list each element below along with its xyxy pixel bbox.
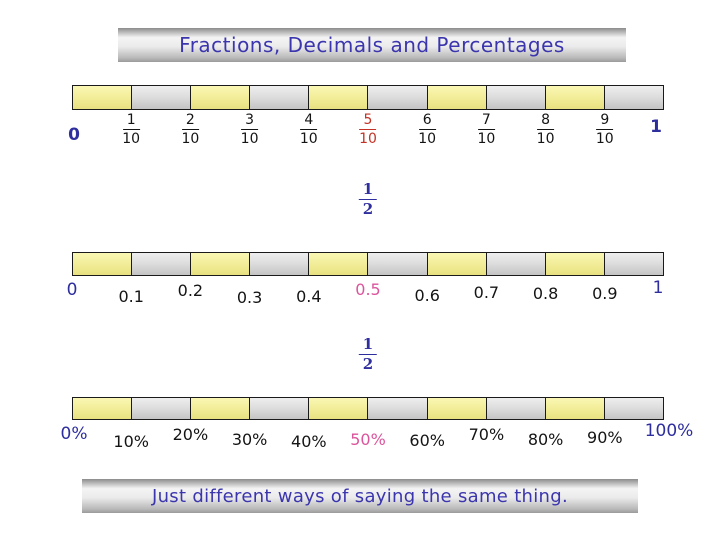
decimals-tick-label: 0.6 — [414, 286, 440, 305]
segment-yellow — [308, 86, 368, 109]
fractions-tick-label: 8 10 — [537, 112, 555, 147]
segment-gray — [249, 253, 309, 275]
segment-gray — [603, 398, 663, 419]
fraction-denominator: 10 — [359, 131, 377, 148]
percentages-tick-label: 70% — [468, 425, 505, 444]
segment-gray — [603, 253, 663, 275]
half-numerator: 1 — [358, 180, 378, 200]
fractions-bar — [72, 85, 664, 110]
fractions-tick-label: 4 10 — [300, 112, 318, 147]
decimals-tick-label: 0.5 — [355, 280, 381, 299]
segment-yellow — [544, 253, 604, 275]
decimals-tick-label: 0.9 — [592, 284, 618, 303]
decimals-bar — [72, 252, 664, 276]
decimals-tick-label: 0.3 — [236, 288, 263, 307]
fraction-numerator: 9 — [596, 112, 614, 131]
fraction-numerator: 6 — [418, 112, 436, 131]
segment-yellow — [308, 398, 368, 419]
segment-yellow — [426, 253, 486, 275]
decimals-tick-label: 0.2 — [177, 281, 204, 300]
half-denominator: 2 — [362, 355, 374, 373]
segment-yellow — [73, 253, 132, 275]
segment-gray — [131, 253, 191, 275]
percentages-number-line: 0% 100% 10% 20% 30% 40% 50% 60% 70% 80% 90% — [61, 397, 693, 451]
percentages-endpoint-zero: 0% — [60, 424, 88, 444]
fractions-endpoint-one: 1 — [650, 117, 662, 137]
fraction-numerator: 3 — [241, 112, 259, 131]
footer-text: Just different ways of saying the same t… — [151, 485, 569, 507]
fraction-denominator: 10 — [181, 131, 200, 148]
fractions-tick-label: 2 10 — [181, 112, 199, 147]
percentages-tick-label: 50% — [350, 430, 386, 449]
percentages-tick-label: 20% — [172, 425, 209, 444]
decimals-tick-label: 0.8 — [532, 284, 559, 303]
decimals-endpoint-one: 1 — [652, 278, 664, 298]
percentages-tick-label: 80% — [527, 430, 564, 449]
segment-yellow — [190, 253, 250, 275]
segment-gray — [367, 398, 427, 419]
fraction-denominator: 10 — [240, 131, 259, 148]
fraction-numerator: 7 — [477, 112, 495, 131]
fractions-tick-label: 1 10 — [122, 112, 140, 147]
percentages-tick-label: 60% — [409, 431, 445, 450]
fraction-denominator: 10 — [299, 131, 318, 148]
fraction-numerator: 2 — [181, 112, 199, 131]
half-denominator: 2 — [362, 200, 374, 218]
fractions-tick-label: 5 10 — [359, 112, 377, 147]
segment-gray — [485, 253, 545, 275]
segment-gray — [485, 398, 545, 419]
decimals-number-line: 0 1 0.1 0.2 0.3 0.4 0.5 0.6 0.7 0.8 0.9 — [67, 252, 664, 307]
fraction-denominator: 10 — [536, 131, 555, 148]
percentages-tick-label: 40% — [291, 432, 327, 451]
decimals-tick-label: 0.7 — [473, 283, 500, 302]
fraction-denominator: 10 — [477, 131, 496, 148]
segment-yellow — [73, 398, 132, 419]
fraction-numerator: 5 — [359, 112, 377, 131]
fractions-tick-label: 7 10 — [477, 112, 495, 147]
footer-bar: Just different ways of saying the same t… — [82, 479, 638, 513]
segment-gray — [249, 398, 309, 419]
fraction-numerator: 1 — [122, 112, 140, 131]
segment-yellow — [426, 398, 486, 419]
segment-yellow — [308, 253, 368, 275]
fractions-number-line: 0 1 1 10 2 10 3 10 4 10 5 10 6 10 7 10 8 10 9 10 — [68, 85, 664, 147]
fractions-tick-label: 6 10 — [418, 112, 436, 147]
fraction-denominator: 10 — [122, 131, 141, 148]
fractions-tick-label: 3 10 — [241, 112, 259, 147]
percentages-bar — [72, 397, 664, 420]
percentages-tick-label: 90% — [587, 428, 623, 447]
decimals-tick-label: 0.4 — [296, 287, 322, 306]
fraction-numerator: 8 — [537, 112, 555, 131]
fraction-numerator: 4 — [300, 112, 318, 131]
title-bar: Fractions, Decimals and Percentages — [118, 28, 626, 62]
fractions-endpoint-zero: 0 — [68, 125, 80, 145]
fraction-denominator: 10 — [595, 131, 614, 148]
segment-gray — [485, 86, 545, 109]
percentages-tick-label: 10% — [113, 432, 149, 451]
segment-gray — [603, 86, 663, 109]
segment-yellow — [190, 398, 250, 419]
segment-yellow — [426, 86, 486, 109]
fraction-denominator: 10 — [418, 131, 437, 148]
segment-gray — [367, 86, 427, 109]
segment-gray — [367, 253, 427, 275]
segment-yellow — [190, 86, 250, 109]
segment-yellow — [544, 398, 604, 419]
decimals-tick-label: 0.1 — [118, 287, 144, 306]
segment-yellow — [73, 86, 132, 109]
half-fraction-label: 1 2 — [358, 180, 378, 218]
percentages-endpoint-hundred: 100% — [644, 421, 694, 441]
segment-gray — [131, 398, 191, 419]
page-title: Fractions, Decimals and Percentages — [179, 33, 565, 57]
half-fraction-label: 1 2 — [358, 335, 378, 373]
segment-gray — [249, 86, 309, 109]
decimals-endpoint-zero: 0 — [66, 280, 78, 300]
segment-gray — [131, 86, 191, 109]
segment-yellow — [544, 86, 604, 109]
fractions-tick-label: 9 10 — [596, 112, 614, 147]
half-numerator: 1 — [358, 335, 378, 355]
percentages-tick-label: 30% — [231, 430, 268, 449]
